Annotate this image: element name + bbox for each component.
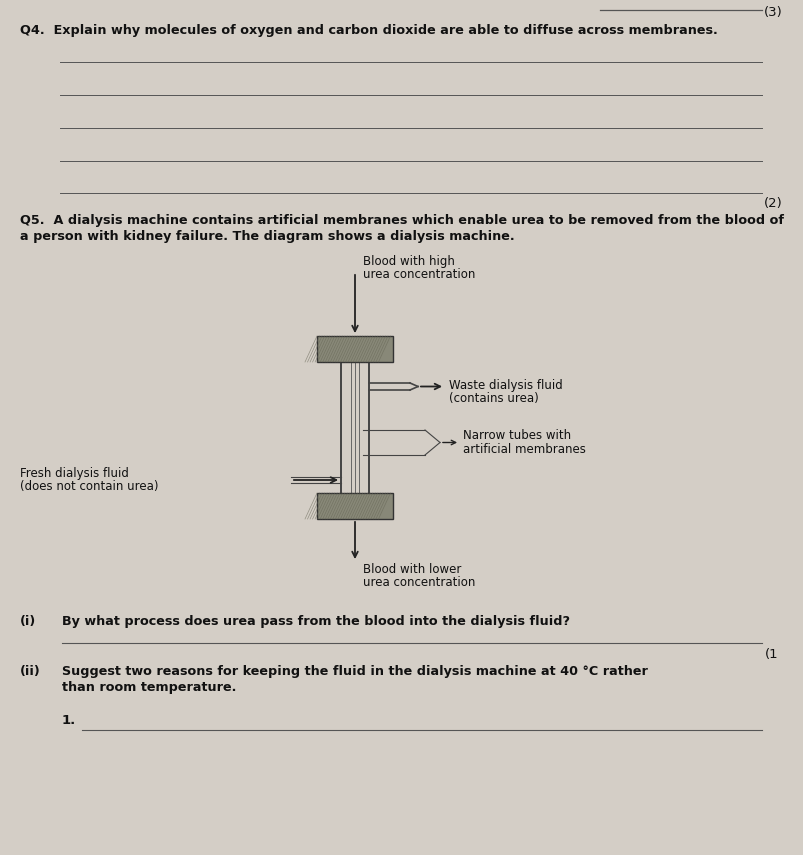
Bar xyxy=(316,493,393,519)
Text: Q5.  A dialysis machine contains artificial membranes which enable urea to be re: Q5. A dialysis machine contains artifici… xyxy=(20,214,783,227)
Text: (does not contain urea): (does not contain urea) xyxy=(20,480,158,493)
Text: Suggest two reasons for keeping the fluid in the dialysis machine at 40 °C rathe: Suggest two reasons for keeping the flui… xyxy=(62,665,647,678)
Bar xyxy=(316,336,393,362)
Text: Narrow tubes with: Narrow tubes with xyxy=(463,428,570,441)
Text: artificial membranes: artificial membranes xyxy=(463,443,585,456)
Text: a person with kidney failure. The diagram shows a dialysis machine.: a person with kidney failure. The diagra… xyxy=(20,230,514,243)
Text: (2): (2) xyxy=(763,197,782,210)
Text: than room temperature.: than room temperature. xyxy=(62,681,236,694)
Text: Blood with high: Blood with high xyxy=(362,255,454,268)
Text: By what process does urea pass from the blood into the dialysis fluid?: By what process does urea pass from the … xyxy=(62,615,569,628)
Text: Q4.  Explain why molecules of oxygen and carbon dioxide are able to diffuse acro: Q4. Explain why molecules of oxygen and … xyxy=(20,24,717,37)
Text: urea concentration: urea concentration xyxy=(362,268,475,281)
Text: 1.: 1. xyxy=(62,714,76,727)
Text: (ii): (ii) xyxy=(20,665,41,678)
Text: Blood with lower: Blood with lower xyxy=(362,563,461,576)
Text: Waste dialysis fluid: Waste dialysis fluid xyxy=(448,379,562,392)
Text: (contains urea): (contains urea) xyxy=(448,392,538,405)
Text: (i): (i) xyxy=(20,615,36,628)
Text: (1: (1 xyxy=(764,648,777,661)
Text: (3): (3) xyxy=(763,6,782,19)
Text: Fresh dialysis fluid: Fresh dialysis fluid xyxy=(20,467,128,480)
Text: urea concentration: urea concentration xyxy=(362,576,475,589)
